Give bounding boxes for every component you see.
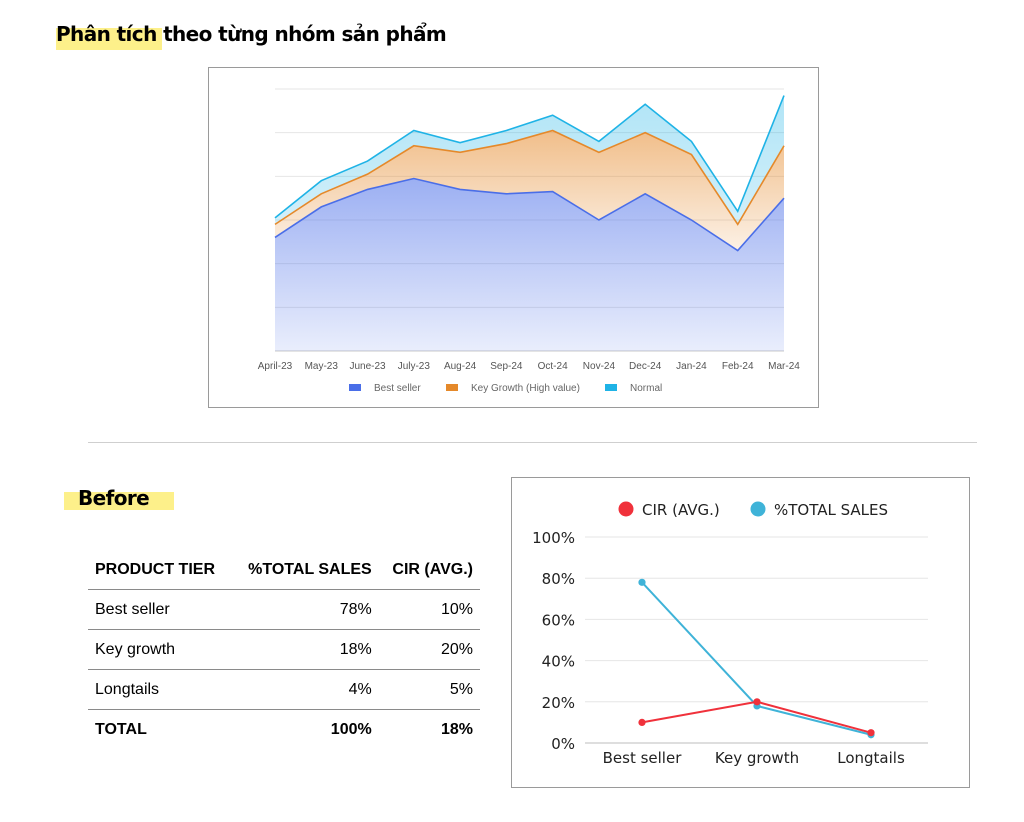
table-total-row: TOTAL 100% 18% bbox=[88, 710, 480, 750]
series-line-0 bbox=[274, 177, 785, 252]
cell-tier: Longtails bbox=[88, 669, 232, 710]
x-tick-label: July-23 bbox=[398, 361, 431, 372]
cell-sales: 18% bbox=[231, 629, 379, 670]
before-highlight bbox=[64, 492, 174, 510]
y-tick-label: 40% bbox=[542, 653, 575, 671]
area-chart-panel: April-23 May-23 June-23 July-23 Aug-24 Sep-24… bbox=[208, 67, 819, 408]
legend-label: Normal bbox=[630, 383, 662, 394]
x-tick-label: Oct-24 bbox=[538, 361, 568, 372]
x-tick-label: Longtails bbox=[837, 749, 905, 767]
table-header-row: PRODUCT TIER %TOTAL SALES CIR (AVG.) bbox=[88, 550, 480, 590]
section-divider bbox=[88, 442, 977, 443]
y-tick-label: 0% bbox=[551, 735, 575, 753]
x-tick-label: Nov-24 bbox=[583, 361, 616, 372]
x-tick-label: May-23 bbox=[305, 361, 339, 372]
column-header-tier: PRODUCT TIER bbox=[88, 550, 232, 590]
data-point bbox=[753, 698, 761, 706]
series-line-1 bbox=[641, 581, 872, 736]
table-row: Best seller 78% 10% bbox=[88, 589, 480, 630]
cell-cir: 18% bbox=[440, 720, 473, 738]
series-line-2 bbox=[274, 95, 785, 219]
line-chart: 0% 20% 40% 60% 80% 100% Best seller Key growth L… bbox=[532, 501, 928, 767]
cell-tier: TOTAL bbox=[95, 720, 147, 738]
series-line-1 bbox=[274, 129, 785, 226]
legend-marker bbox=[618, 501, 634, 517]
area-fill-2 bbox=[275, 95, 784, 225]
cell-tier: Key growth bbox=[88, 629, 232, 670]
data-point bbox=[638, 718, 646, 726]
area-fill-1 bbox=[275, 130, 784, 251]
legend-label: CIR (AVG.) bbox=[642, 501, 720, 519]
x-tick-label: Aug-24 bbox=[444, 361, 477, 372]
product-tier-table: PRODUCT TIER %TOTAL SALES CIR (AVG.) Bes… bbox=[88, 550, 480, 749]
cell-sales: 100% bbox=[330, 720, 372, 738]
x-tick-label: Sep-24 bbox=[490, 361, 523, 372]
y-tick-label: 100% bbox=[532, 529, 575, 547]
legend-marker bbox=[750, 501, 766, 517]
table-row: Longtails 4% 5% bbox=[88, 669, 480, 710]
x-tick-label: Best seller bbox=[603, 749, 683, 767]
x-tick-label: June-23 bbox=[349, 361, 386, 372]
data-point bbox=[867, 729, 875, 737]
legend-swatch bbox=[349, 384, 361, 391]
x-tick-label: Dec-24 bbox=[629, 361, 662, 372]
legend-label: Best seller bbox=[374, 383, 421, 394]
table-row: Key growth 18% 20% bbox=[88, 629, 480, 670]
cell-sales: 4% bbox=[231, 669, 379, 710]
x-tick-label: Feb-24 bbox=[722, 361, 754, 372]
x-tick-label: Key growth bbox=[715, 749, 799, 767]
y-tick-label: 80% bbox=[542, 570, 575, 588]
area-fill-0 bbox=[275, 178, 784, 351]
legend-label: %TOTAL SALES bbox=[774, 501, 888, 519]
column-header-sales: %TOTAL SALES bbox=[231, 550, 379, 590]
before-heading-wrap: Before bbox=[64, 486, 174, 510]
line-chart-panel: 0% 20% 40% 60% 80% 100% Best seller Key growth L… bbox=[511, 477, 970, 788]
title-highlight bbox=[56, 28, 162, 50]
y-tick-label: 20% bbox=[542, 694, 575, 712]
legend-swatch bbox=[605, 384, 617, 391]
cell-cir: 10% bbox=[378, 589, 480, 630]
page-title: Phân tích theo từng nhóm sản phẩm bbox=[56, 22, 447, 46]
legend-label: Key Growth (High value) bbox=[471, 383, 580, 394]
cell-cir: 20% bbox=[378, 629, 480, 670]
title-wrap: Phân tích theo từng nhóm sản phẩm bbox=[56, 22, 447, 50]
area-chart: April-23 May-23 June-23 July-23 Aug-24 Sep-24… bbox=[258, 88, 800, 394]
x-tick-label: Jan-24 bbox=[676, 361, 707, 372]
data-point bbox=[638, 578, 646, 586]
cell-sales: 78% bbox=[231, 589, 379, 630]
legend-swatch bbox=[446, 384, 458, 391]
y-tick-label: 60% bbox=[542, 611, 575, 629]
cell-tier: Best seller bbox=[88, 589, 232, 630]
x-tick-label: April-23 bbox=[258, 361, 293, 372]
column-header-cir: CIR (AVG.) bbox=[378, 550, 480, 590]
x-tick-label: Mar-24 bbox=[768, 361, 800, 372]
cell-cir: 5% bbox=[378, 669, 480, 710]
before-heading: Before bbox=[78, 486, 150, 510]
